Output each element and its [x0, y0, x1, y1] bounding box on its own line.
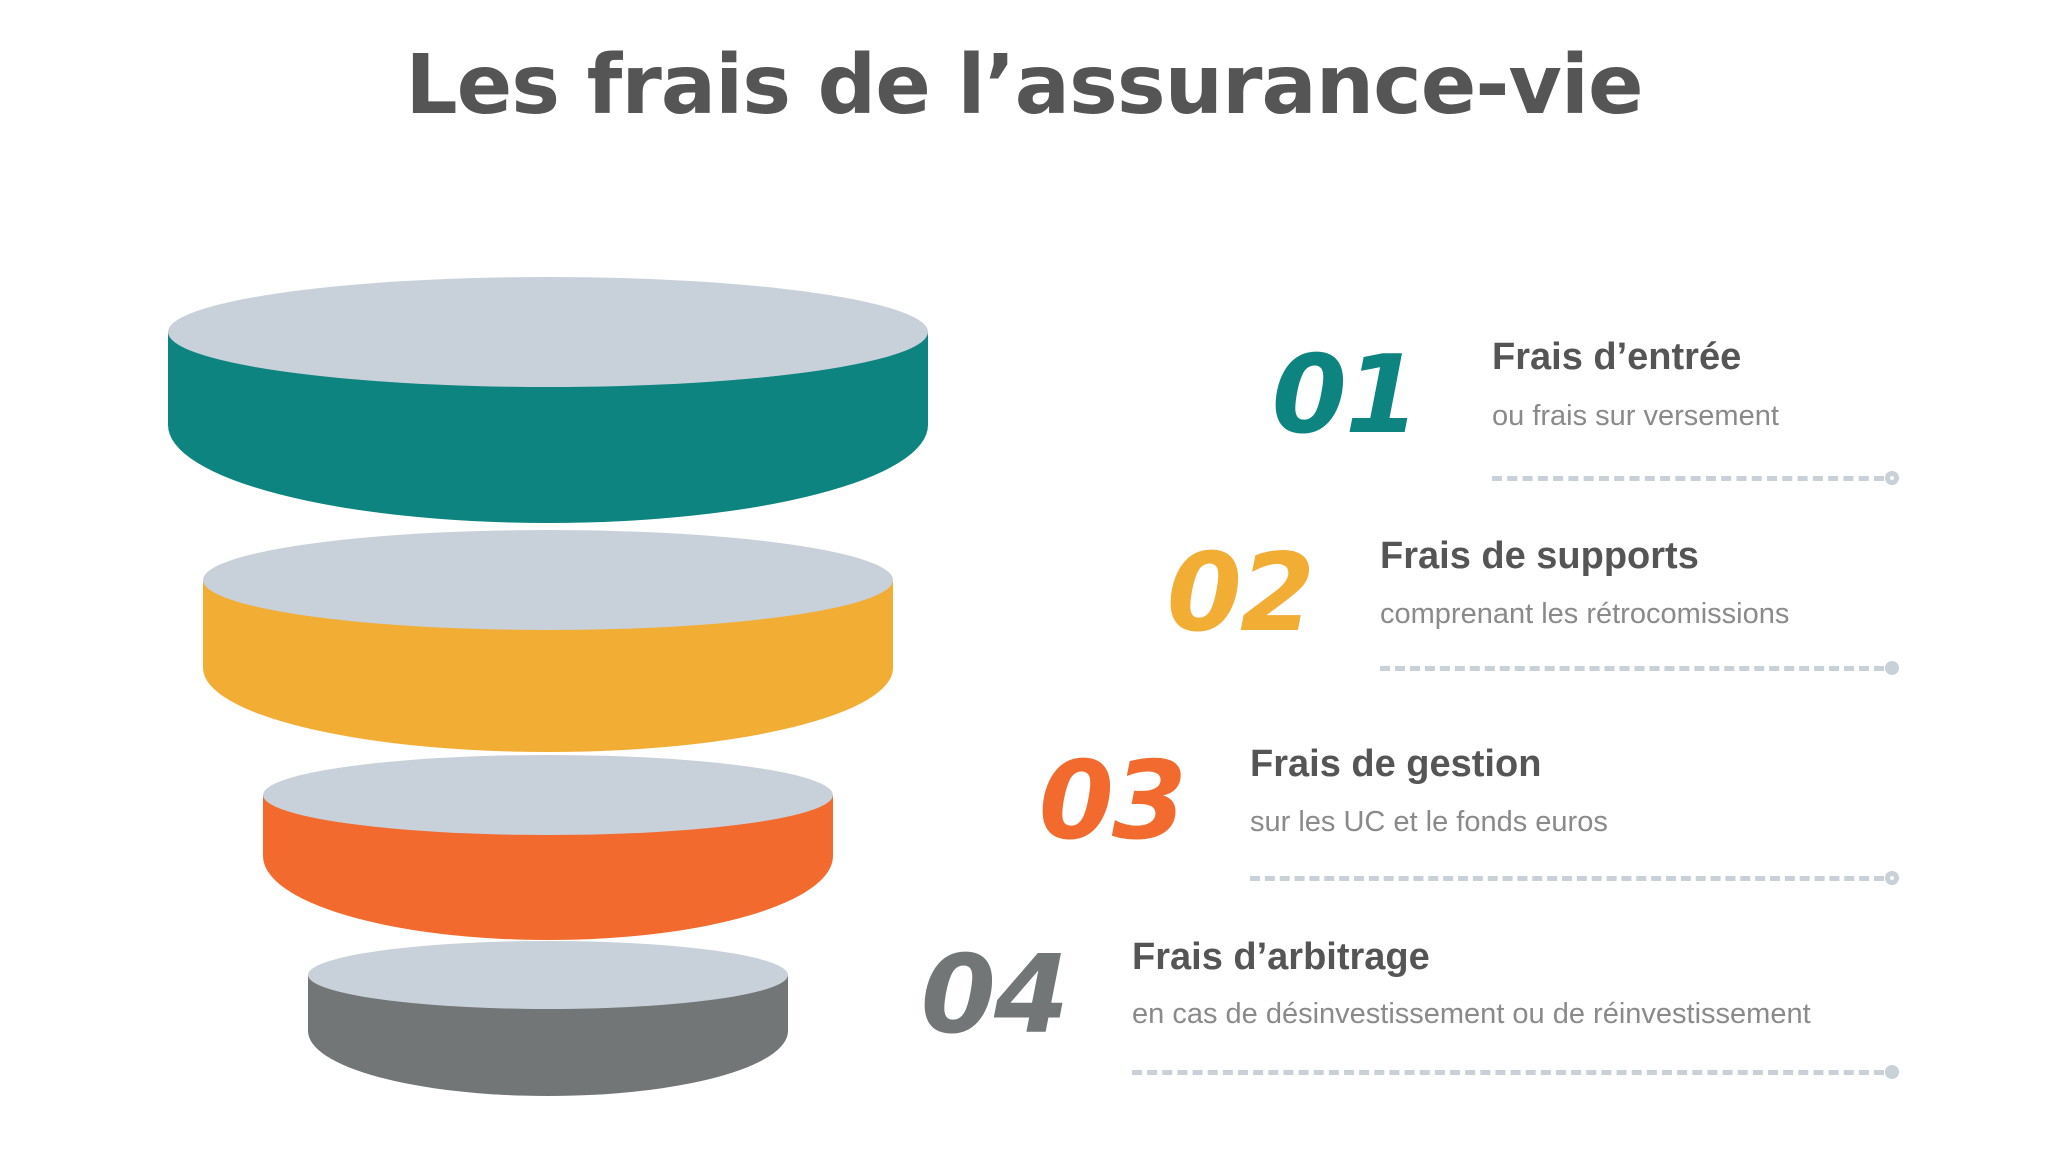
step-number: 01: [1271, 333, 1420, 458]
step-description: sur les UC et le fonds euros: [1250, 806, 1608, 838]
step-number: 03: [1038, 739, 1187, 864]
dashed-connector: [1380, 666, 1884, 671]
funnel-layer-03: [263, 755, 833, 940]
page-title: Les frais de l’assurance-vie: [405, 38, 1643, 133]
connector-dot-icon: [1885, 661, 1899, 675]
funnel-layer-01: [168, 277, 928, 523]
connector-dot-icon: [1885, 1065, 1899, 1079]
step-description: ou frais sur versement: [1492, 400, 1779, 432]
step-title: Frais de gestion: [1250, 743, 1542, 785]
funnel-layer-03-top: [263, 755, 833, 835]
step-description: en cas de désinvestissement ou de réinve…: [1132, 998, 1811, 1030]
funnel-layer-03-side: [263, 795, 833, 940]
funnel-layer-02-top: [203, 530, 893, 630]
funnel-layer-02: [203, 530, 893, 752]
step-title: Frais d’entrée: [1492, 336, 1742, 378]
step-number: 04: [920, 933, 1069, 1058]
funnel-layer-04: [308, 941, 788, 1096]
connector-dot-icon: [1885, 871, 1899, 885]
funnel-layer-04-side: [308, 975, 788, 1096]
step-description: comprenant les rétrocomissions: [1380, 598, 1790, 630]
dashed-connector: [1132, 1070, 1884, 1075]
funnel-layer-01-side: [168, 332, 928, 523]
step-title: Frais d’arbitrage: [1132, 936, 1430, 978]
funnel-layer-04-top: [308, 941, 788, 1009]
dashed-connector: [1492, 476, 1884, 481]
step-title: Frais de supports: [1380, 535, 1699, 577]
funnel-layer-01-top: [168, 277, 928, 387]
connector-dot-icon: [1885, 471, 1899, 485]
step-number: 02: [1166, 531, 1315, 656]
dashed-connector: [1250, 876, 1884, 881]
